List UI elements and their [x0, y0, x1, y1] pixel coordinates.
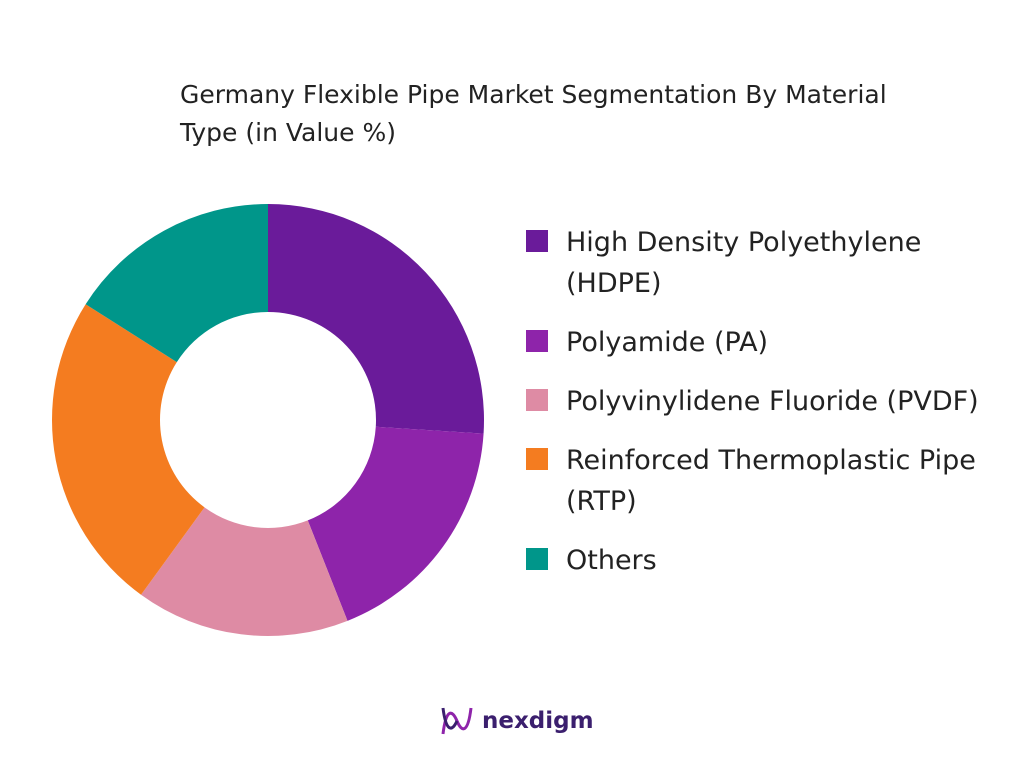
legend-label: Polyvinylidene Fluoride (PVDF) [566, 386, 979, 417]
slice [268, 204, 484, 434]
chart-title: Germany Flexible Pipe Market Segmentatio… [180, 80, 887, 147]
legend-item: Others [526, 540, 986, 581]
legend-label: Polyamide (PA) [566, 327, 769, 358]
legend: High Density Polyethylene (HDPE) Polyamid… [526, 222, 986, 599]
legend-label: Reinforced Thermoplastic Pipe (RTP) [566, 445, 976, 517]
logo-text: nexdigm [482, 708, 594, 734]
slice [52, 304, 205, 595]
slice [141, 507, 348, 637]
legend-swatch [526, 548, 548, 570]
logo-icon [441, 707, 473, 735]
legend-item: Polyvinylidene Fluoride (PVDF) [526, 381, 986, 422]
legend-swatch [526, 448, 548, 470]
chart [52, 204, 484, 637]
legend-item: Reinforced Thermoplastic Pipe (RTP) [526, 440, 986, 522]
legend-swatch [526, 389, 548, 411]
slice [85, 204, 268, 363]
legend-swatch [526, 330, 548, 352]
legend-item: Polyamide (PA) [526, 322, 986, 363]
legend-label: Others [566, 545, 657, 576]
slice [307, 426, 484, 621]
legend-swatch [526, 230, 548, 252]
legend-label: High Density Polyethylene (HDPE) [566, 227, 922, 299]
logo: nexdigm [440, 704, 594, 738]
legend-item: High Density Polyethylene (HDPE) [526, 222, 986, 304]
